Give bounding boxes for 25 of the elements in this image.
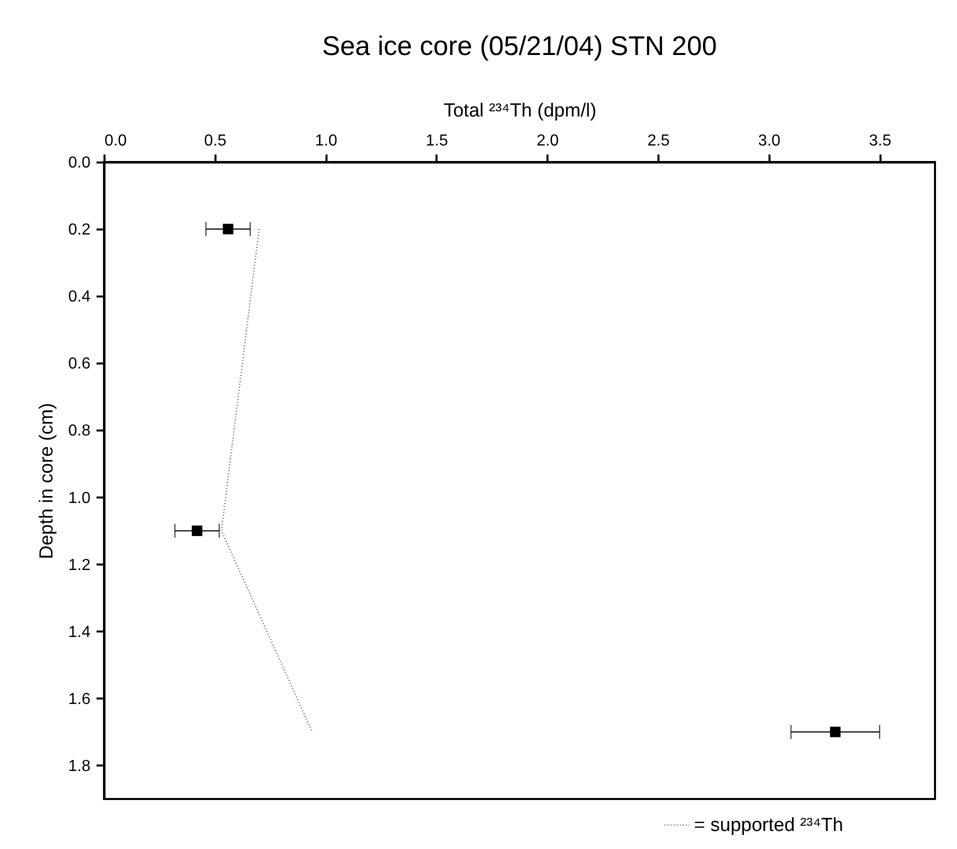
legend-label: = supported ²³⁴Th [694, 815, 844, 836]
x-tick-label: 0.5 [204, 132, 227, 150]
point [192, 526, 202, 536]
point [222, 224, 234, 234]
y-tick-label: 1.6 [68, 690, 91, 708]
y-tick-label: 0.8 [68, 422, 91, 440]
x-tick-label: 2.0 [536, 132, 559, 150]
x-tick-label: 0.0 [104, 132, 127, 150]
y-tick-label: 1.0 [68, 490, 91, 507]
y-tick-label: 1.2 [68, 556, 91, 574]
y-axis-title: Depth in core (cm) [36, 402, 58, 560]
y-tick-label: 1.8 [68, 758, 91, 775]
x-axis-title: Total ²³⁴Th (dpm/l) [444, 100, 596, 122]
x-tick-label: 3.5 [868, 132, 892, 150]
chart-title: Sea ice core (05/21/04) STN 200 [322, 31, 717, 61]
y-tick-label: 0.4 [68, 288, 91, 306]
x-tick-label: 3.0 [758, 132, 781, 150]
y-tick-label: 0.0 [68, 154, 91, 172]
y-tick-label: 1.4 [68, 624, 91, 641]
y-tick-label: 0.2 [68, 222, 91, 239]
point [830, 726, 841, 738]
y-tick-label: 0.6 [68, 356, 91, 373]
x-tick-label: 2.5 [647, 132, 670, 150]
x-tick-label: 1.5 [426, 132, 448, 150]
x-tick-label: 1.0 [314, 132, 338, 150]
